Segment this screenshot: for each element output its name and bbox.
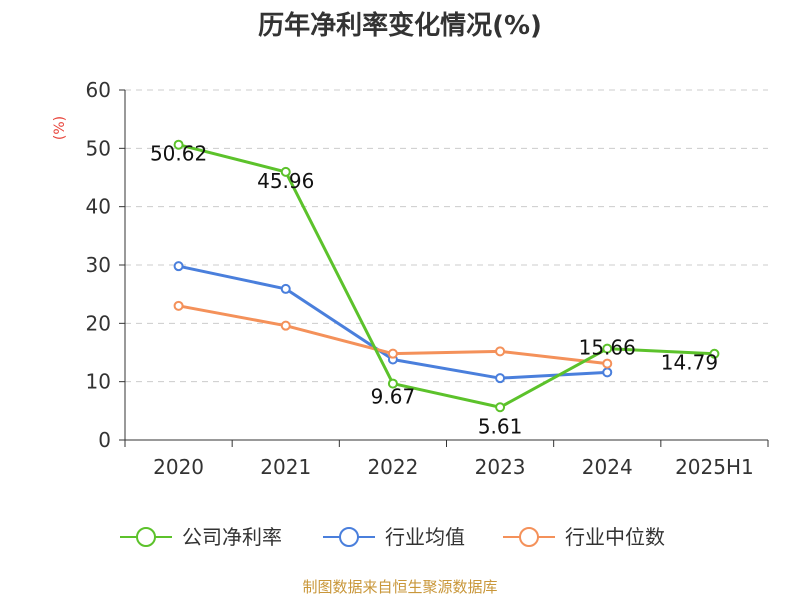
x-tick-labels: 2020 2021 2022 2023 2024 2025H1 bbox=[153, 455, 754, 479]
x-tick-label: 2022 bbox=[367, 455, 418, 479]
data-point bbox=[280, 166, 291, 177]
chart-title: 历年净利率变化情况(%) bbox=[258, 10, 542, 41]
y-tick-label: 20 bbox=[86, 311, 111, 335]
data-label: 15.66 bbox=[579, 336, 636, 360]
data-point bbox=[173, 300, 184, 311]
data-point bbox=[495, 346, 506, 357]
legend-marker-1 bbox=[339, 527, 359, 547]
legend-label-1: 行业均值 bbox=[385, 525, 465, 549]
y-tick-label: 10 bbox=[86, 370, 111, 394]
grid-lines bbox=[125, 89, 768, 383]
legend: 公司净利率 行业均值 行业中位数 bbox=[120, 525, 665, 549]
data-point bbox=[387, 348, 398, 359]
legend-marker-2 bbox=[519, 527, 539, 547]
data-point bbox=[280, 283, 291, 294]
data-point bbox=[495, 373, 506, 384]
series-line-0 bbox=[178, 143, 715, 409]
data-point bbox=[173, 261, 184, 272]
y-tick-label: 40 bbox=[86, 195, 111, 219]
y-tick-label: 60 bbox=[86, 78, 111, 102]
data-point bbox=[709, 348, 720, 359]
series-layer bbox=[173, 139, 720, 413]
axes bbox=[119, 89, 769, 447]
source-note: 制图数据来自恒生聚源数据库 bbox=[302, 578, 497, 596]
y-tick-label: 0 bbox=[98, 428, 111, 452]
data-label: 50.62 bbox=[150, 142, 207, 166]
data-point bbox=[387, 378, 398, 389]
x-tick-label: 2025H1 bbox=[675, 455, 754, 479]
data-labels: 50.62 45.96 9.67 5.61 15.66 14.79 bbox=[150, 142, 718, 439]
data-point bbox=[495, 402, 506, 413]
data-point bbox=[602, 367, 613, 378]
data-point bbox=[280, 320, 291, 331]
x-tick-label: 2023 bbox=[475, 455, 526, 479]
y-tick-label: 50 bbox=[86, 136, 111, 160]
x-tick-label: 2024 bbox=[582, 455, 633, 479]
data-point bbox=[602, 343, 613, 354]
y-tick-label: 30 bbox=[86, 253, 111, 277]
data-label: 45.96 bbox=[257, 169, 314, 193]
data-label: 9.67 bbox=[371, 385, 416, 409]
legend-marker-0 bbox=[136, 527, 156, 547]
x-tick-label: 2021 bbox=[260, 455, 311, 479]
y-axis-unit: (%) bbox=[52, 116, 68, 140]
legend-label-0: 公司净利率 bbox=[182, 525, 282, 549]
data-label: 5.61 bbox=[478, 414, 523, 438]
data-label: 14.79 bbox=[661, 351, 718, 375]
legend-label-2: 行业中位数 bbox=[565, 525, 665, 549]
x-tick-label: 2020 bbox=[153, 455, 204, 479]
data-point bbox=[602, 358, 613, 369]
data-point bbox=[173, 139, 184, 150]
y-tick-labels: 0 10 20 30 40 50 60 bbox=[86, 78, 111, 452]
